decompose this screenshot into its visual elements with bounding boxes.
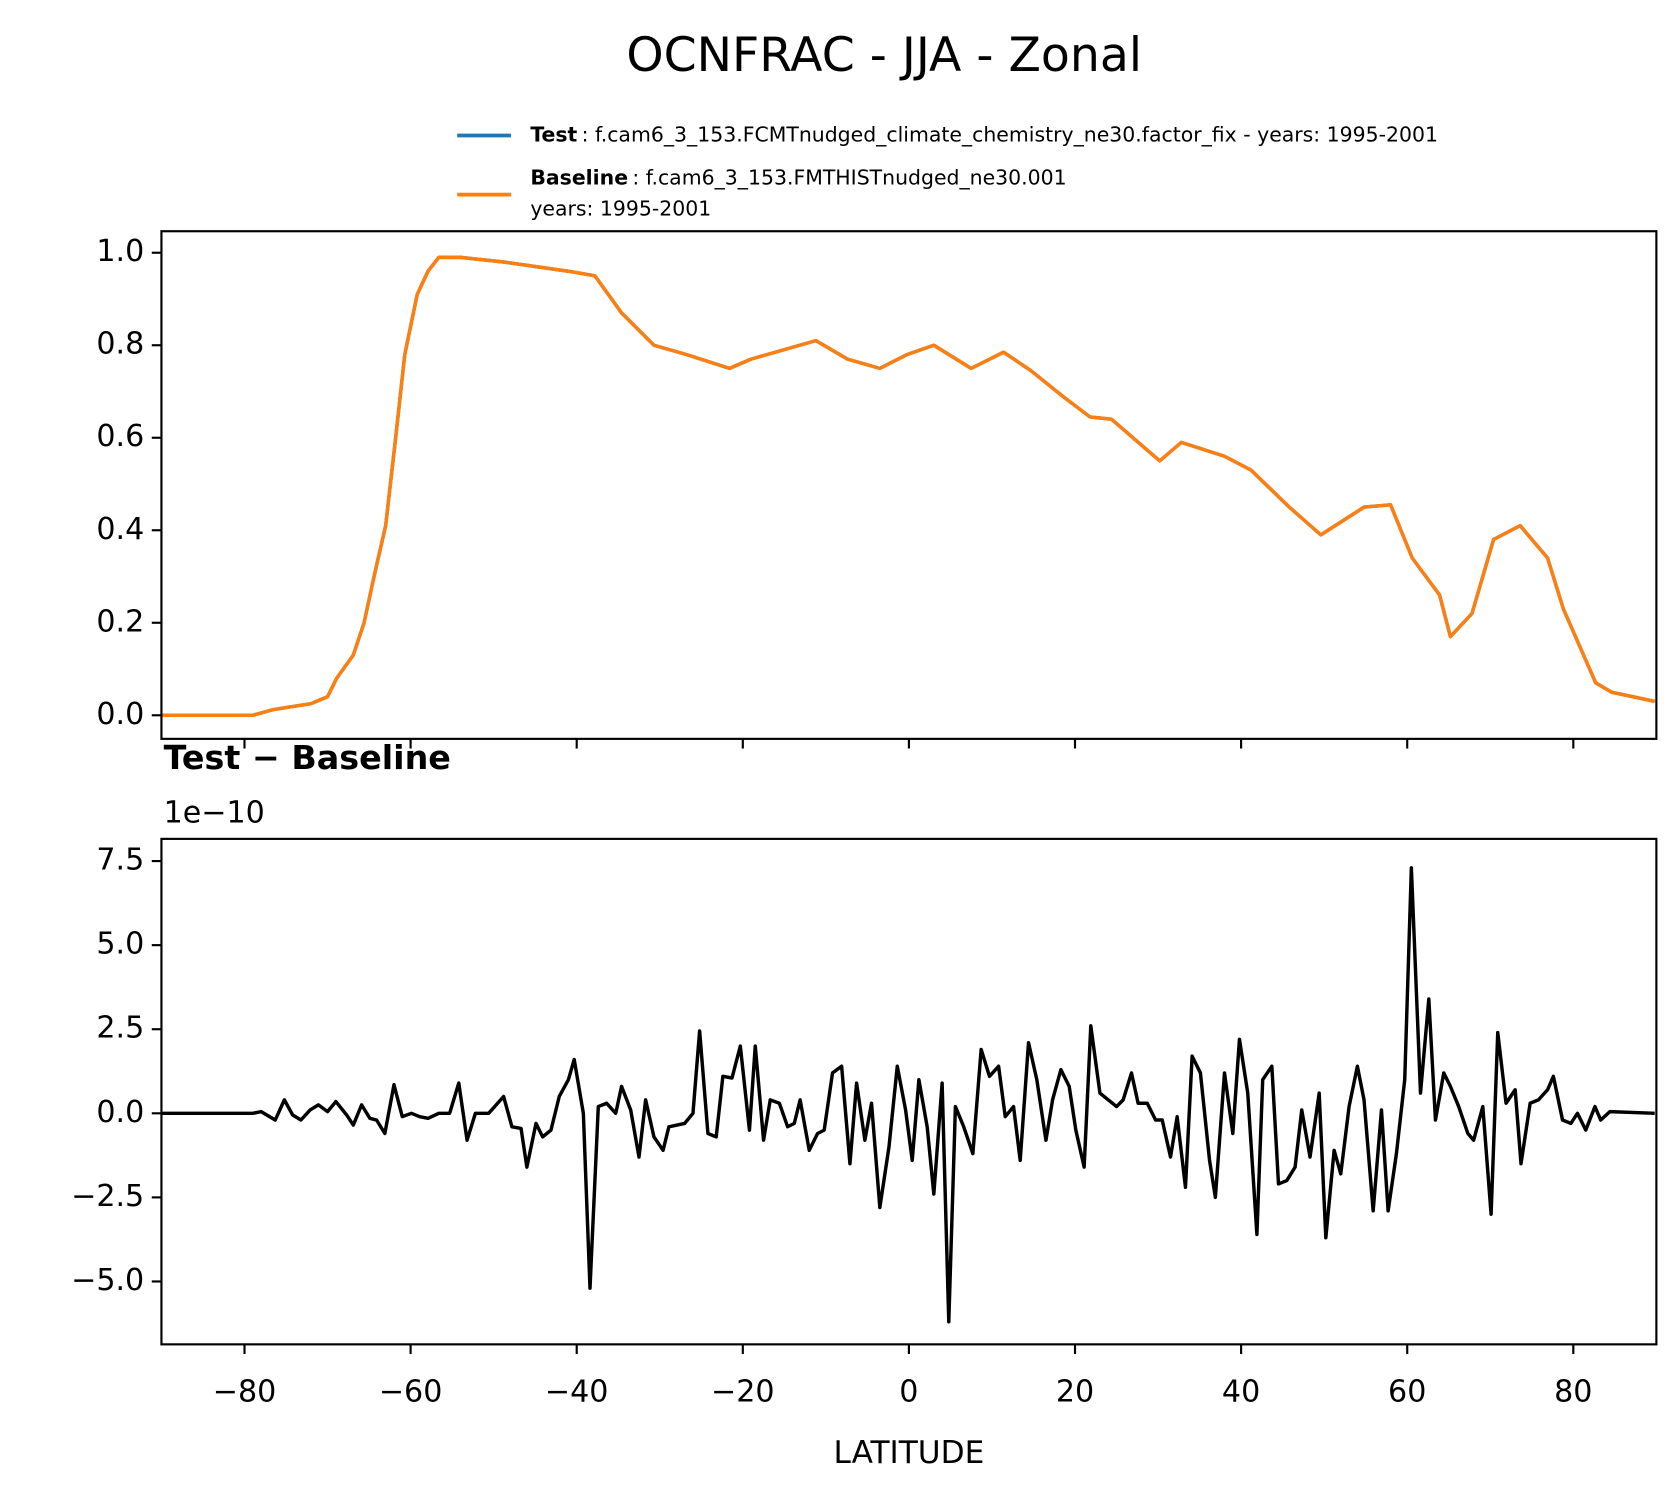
x-tick-label: 60 [1388, 1374, 1426, 1409]
axes-frame [160, 837, 1658, 1346]
x-tick-label: −20 [711, 1374, 775, 1409]
x-tick-label: 80 [1554, 1374, 1592, 1409]
offset-label: 1e−10 [164, 796, 265, 831]
x-tick-label: −80 [213, 1374, 277, 1409]
legend-label: years: 1995-2001 [530, 197, 711, 221]
legend-entry: Baseline: f.cam6_3_153.FMTHISTnudged_ne3… [530, 166, 1066, 191]
legend-entry: Test: f.cam6_3_153.FCMTnudged_climate_ch… [530, 123, 1438, 148]
y-tick-label: 1.0 [96, 234, 144, 269]
legend-name: Test [530, 123, 577, 147]
y-tick-label: 2.5 [96, 1011, 144, 1046]
legend-label: : f.cam6_3_153.FCMTnudged_climate_chemis… [582, 123, 1438, 148]
y-tick-label: 0.2 [96, 604, 144, 639]
y-tick-label: 0.4 [96, 512, 144, 547]
data-line [161, 255, 1656, 717]
data-line [161, 866, 1655, 1324]
y-tick-label: 0.8 [96, 327, 144, 362]
figure-title: OCNFRAC - JJA - Zonal [626, 28, 1142, 83]
legend-name: Baseline [530, 166, 628, 190]
y-tick-label: 0.0 [96, 697, 144, 732]
axes-frame [160, 230, 1658, 740]
legend-label: : f.cam6_3_153.FMTHISTnudged_ne30.001 [632, 166, 1066, 191]
x-axis-label: LATITUDE [834, 1435, 985, 1471]
y-tick-label: −5.0 [71, 1263, 144, 1298]
y-tick-label: 0.0 [96, 1095, 144, 1130]
x-tick-label: 0 [899, 1374, 918, 1409]
y-tick-label: 0.6 [96, 419, 144, 454]
y-tick-label: 7.5 [96, 843, 144, 878]
y-tick-label: −2.5 [71, 1179, 144, 1214]
x-tick-label: 20 [1056, 1374, 1094, 1409]
y-tick-label: 5.0 [96, 927, 144, 962]
x-tick-label: −40 [545, 1374, 609, 1409]
x-tick-label: 40 [1222, 1374, 1260, 1409]
x-tick-label: −60 [379, 1374, 443, 1409]
subplot-title: Test − Baseline [164, 738, 451, 777]
